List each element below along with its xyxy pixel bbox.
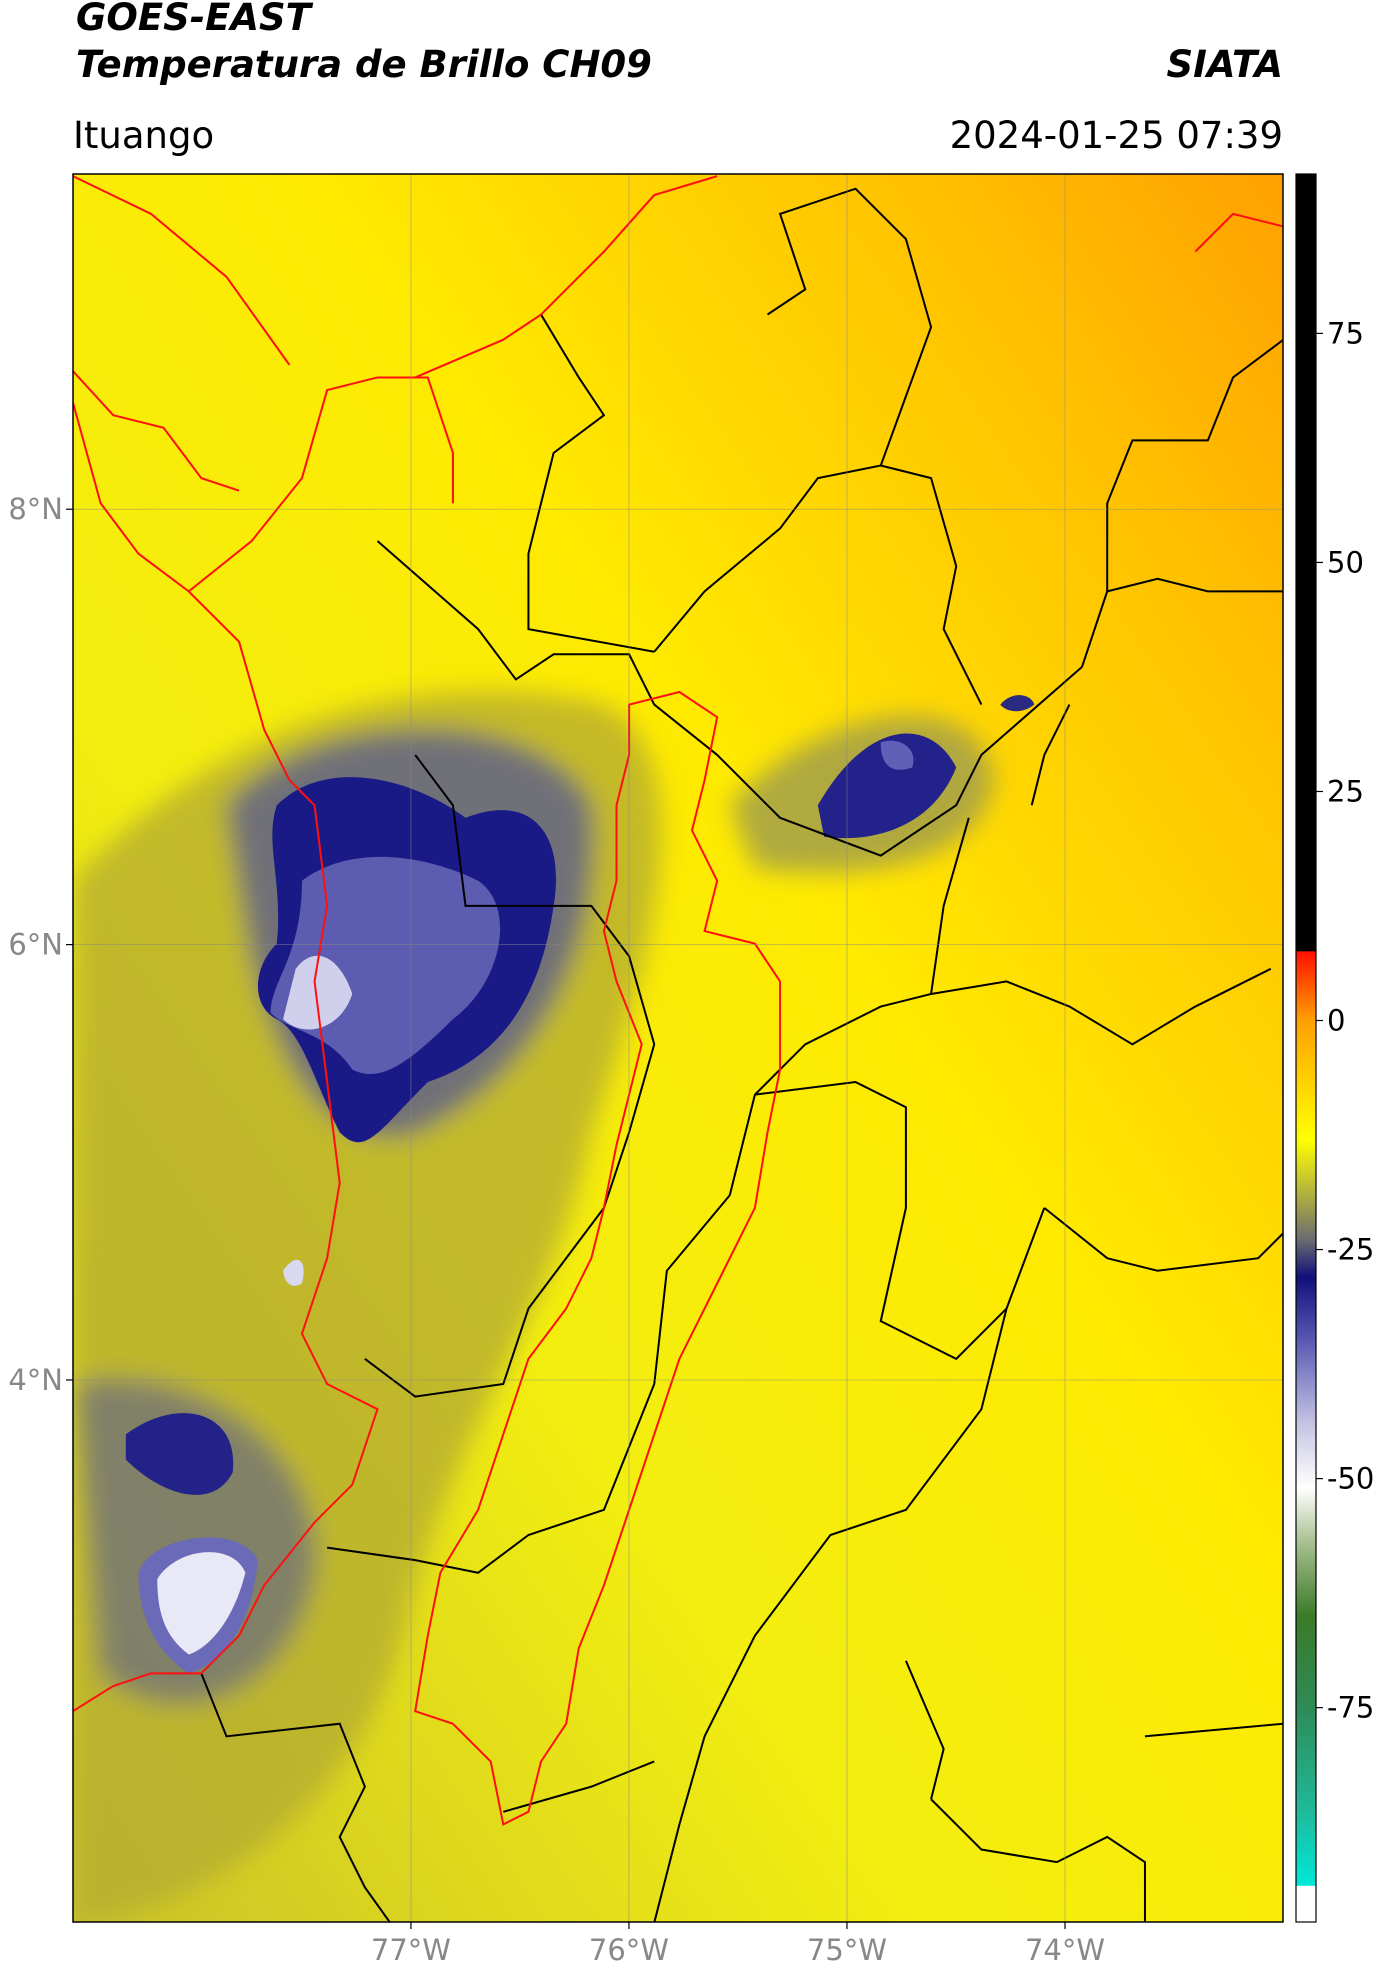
colorbar-tick-label: 0 [1327, 1004, 1345, 1038]
x-tick-label: 76°W [589, 1933, 669, 1967]
title-line: GOES-EAST [76, 0, 314, 39]
x-tick-label: 75°W [807, 1933, 887, 1967]
colorbar-tick-label: -75 [1327, 1691, 1374, 1725]
colorbar-tick-label: 50 [1327, 545, 1364, 579]
colorbar-tick-label: 75 [1327, 316, 1364, 350]
cloud-field [73, 175, 1283, 1922]
datetime: 2024-01-25 07:39 [950, 114, 1283, 157]
colorbar-tick-label: 25 [1327, 774, 1364, 808]
colorbar-tick-label: -50 [1327, 1462, 1374, 1496]
map-frame [72, 173, 1284, 1923]
colorbar [1295, 173, 1317, 1923]
x-tick-label: 77°W [371, 1933, 451, 1967]
y-tick-label: 6°N [8, 928, 63, 962]
y-tick-label: 8°N [8, 492, 63, 526]
colorbar-tick-label: -25 [1327, 1233, 1374, 1267]
x-tick-label: 74°W [1025, 1933, 1105, 1967]
location: Ituango [73, 114, 214, 157]
map [73, 174, 1283, 1922]
source: SIATA [1166, 43, 1283, 86]
title-line: Temperatura de Brillo CH09 [76, 43, 652, 86]
y-tick-label: 4°N [8, 1363, 63, 1397]
